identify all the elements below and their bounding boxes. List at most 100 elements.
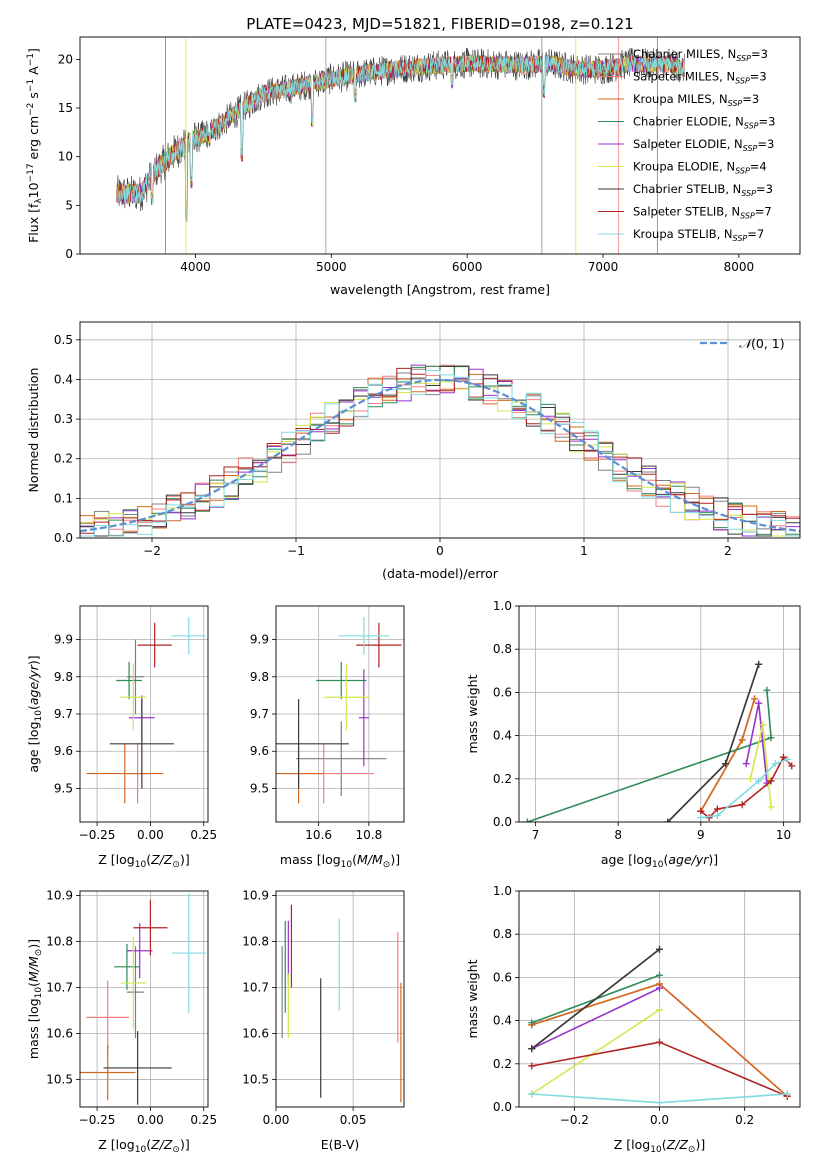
legend-sub: SSP (735, 167, 750, 176)
y-tick-label: 10.6 (242, 1026, 269, 1040)
label-part: 10 (34, 987, 44, 999)
label-part: 10 (650, 1145, 662, 1155)
legend-model: Salpeter STELIB, N (633, 205, 740, 219)
weight-line (531, 1009, 660, 1095)
axes-frame (79, 605, 209, 823)
label-part: )] (180, 852, 190, 867)
label-part: λ (34, 198, 44, 204)
label-part: Z/Z (666, 1137, 689, 1152)
spectrum-line (116, 54, 685, 222)
weight-marker (784, 755, 792, 763)
label-part: age [log (601, 852, 652, 867)
x-tick-label: 7 (532, 828, 540, 842)
label-part: s (26, 92, 41, 103)
y-tick-label: 0 (65, 247, 73, 261)
histogram-kroupa-stelib (80, 370, 800, 537)
label-part: )] (695, 1137, 705, 1152)
axes-frame (275, 605, 405, 823)
label-part: Normed distribution (26, 368, 41, 493)
label-part: wavelength [Angstrom, rest frame] (330, 282, 550, 297)
weight-marker (767, 777, 775, 785)
label-part: ⊙ (34, 949, 44, 957)
legend-nssp: =3 (759, 115, 776, 129)
label-part: )] (26, 655, 41, 665)
y-tick-label: 0.4 (54, 372, 73, 386)
y-tick-label: 9.9 (250, 633, 269, 647)
legend-sub: SSP (733, 234, 748, 243)
legend-model: Salpeter MILES, N (633, 70, 735, 84)
x-tick-label: 0.0 (650, 1113, 669, 1127)
label-part: −17 (26, 163, 36, 182)
y-tick-label: 5 (65, 198, 73, 212)
y-tick-label: 9.9 (54, 633, 73, 647)
x-tick-label: 2 (724, 544, 732, 558)
y-tick-label: 9.6 (54, 744, 73, 758)
legend-model: Kroupa STELIB, N (633, 227, 733, 241)
weight-marker (656, 971, 663, 979)
weight-marker (523, 818, 531, 822)
label-part: 10 (135, 860, 147, 870)
legend-nssp: =3 (757, 137, 774, 151)
weight-line (667, 664, 760, 822)
y-tick-label: 0.1 (54, 491, 73, 505)
age-vs-metallicity-panel: −0.25 0.00 0.259.59.69.79.89.9Z [log10(Z/Z… (26, 605, 217, 870)
x-tick-label: 0.2 (735, 1113, 754, 1127)
label-part: −2 (26, 103, 36, 116)
label-part: Z [log (98, 852, 134, 867)
legend-model: Kroupa MILES, N (633, 92, 728, 106)
y-tick-label: 10.9 (242, 889, 269, 903)
residuals-histogram-panel: −2 −1 0 1 2 0.0 0.1 0.2 0.3 0.4 0.5 𝒩(0, 1) (data-mo… (26, 321, 801, 581)
weight-marker (656, 1006, 663, 1014)
legend-model: Chabrier STELIB, N (633, 182, 741, 196)
y-tick-label: 1.0 (493, 599, 512, 613)
y-tick-label: 10.7 (46, 981, 73, 995)
y-tick-label: 10.8 (46, 935, 73, 949)
label-part: erg cm (26, 116, 41, 164)
weight-marker (656, 945, 663, 953)
legend-sub: SSP (743, 144, 758, 153)
axes-frame (79, 890, 209, 1108)
y-tick-label: 10.7 (242, 981, 269, 995)
x-tick-label: 0 (436, 544, 444, 558)
x-tick-label: 1 (580, 544, 588, 558)
label-part: age/yr (26, 664, 41, 705)
label-part: ] (26, 48, 41, 53)
weight-marker (656, 1038, 663, 1046)
label-part: Z [log (98, 1137, 134, 1152)
x-axis-label: Z [log10(Z/Z⊙)] (98, 1137, 189, 1155)
legend-sub: SSP (744, 122, 759, 131)
weight-line (531, 948, 660, 1050)
weight-marker (528, 1019, 536, 1027)
label-part: M/M (26, 956, 41, 982)
y-tick-label: 15 (58, 101, 73, 115)
y-tick-label: 0.0 (493, 815, 512, 829)
x-tick-label: 9 (697, 828, 705, 842)
x-tick-label: 8000 (724, 260, 755, 274)
y-tick-label: 0.5 (54, 333, 73, 347)
y-tick-label: 9.6 (250, 744, 269, 758)
y-tick-label: 10.5 (242, 1072, 269, 1086)
legend-sub: SSP (741, 189, 756, 198)
legend-sub: SSP (728, 99, 743, 108)
weight-marker (713, 805, 721, 813)
y-axis-label: mass weight (465, 959, 480, 1038)
x-tick-label: 0.25 (190, 828, 217, 842)
weight-marker (755, 699, 763, 707)
x-tick-label: −2 (143, 544, 161, 558)
legend-model: Chabrier MILES, N (633, 47, 736, 61)
y-tick-label: 0.0 (493, 1100, 512, 1114)
weight-marker (697, 807, 705, 815)
weight-marker (528, 1062, 536, 1070)
legend-sub: SSP (740, 212, 755, 221)
y-axis-label: Flux [fλ10−17 erg cm−2 s−1 A−1] (26, 48, 44, 243)
weight-vs-metallicity-panel: −0.2 0.0 0.2 0.0 0.2 0.4 0.6 0.8 1.0 Z [log10(Z/Z… (465, 884, 801, 1155)
label-part: (data-model)/error (382, 566, 499, 581)
label-part: ( (146, 852, 151, 867)
y-tick-label: 0.4 (493, 729, 512, 743)
weight-marker (783, 1090, 791, 1098)
weight-marker (722, 760, 730, 768)
y-tick-label: 0.0 (54, 531, 73, 545)
label-part: M/M (357, 852, 383, 867)
legend-nssp: =7 (747, 227, 764, 241)
